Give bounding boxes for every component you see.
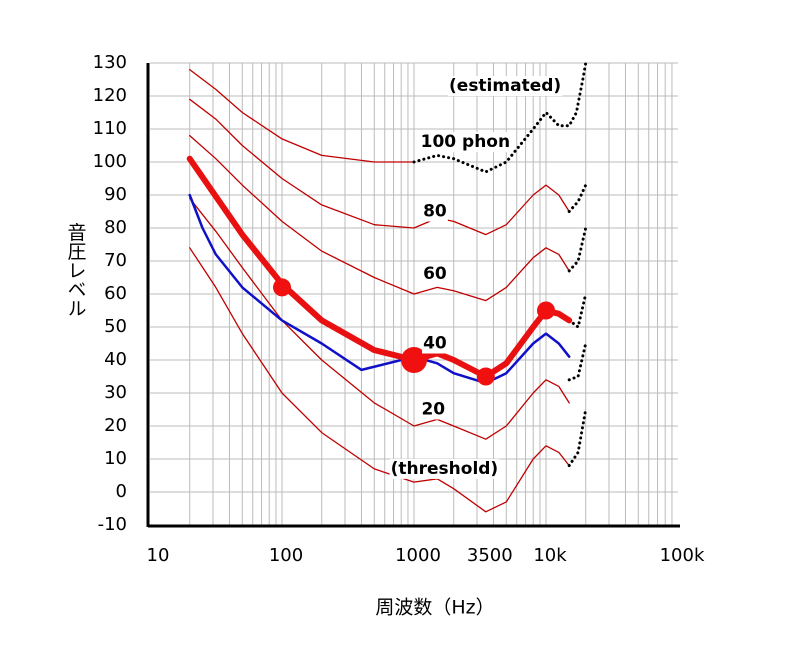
y-tick-label: 110 xyxy=(93,118,127,139)
annotation: 60 xyxy=(423,264,447,284)
curve xyxy=(186,155,573,380)
curve xyxy=(189,247,570,513)
curve xyxy=(567,292,588,329)
marker xyxy=(273,278,291,297)
annotation-bg xyxy=(422,201,448,222)
marker xyxy=(537,301,555,320)
marker xyxy=(401,347,427,373)
annotation: 40 xyxy=(423,334,447,354)
y-tick-label: 0 xyxy=(116,481,127,502)
y-tick-label: 120 xyxy=(93,85,127,106)
x-tick-label: 100 xyxy=(269,545,303,566)
y-tick-label: 10 xyxy=(104,448,127,469)
y-tick-label: 100 xyxy=(93,151,127,172)
y-tick-label: 90 xyxy=(104,184,127,205)
y-tick-label: 30 xyxy=(104,382,127,403)
axis-labels: 周波数（Hz） xyxy=(375,597,494,619)
curve xyxy=(189,134,570,302)
annotation-bg xyxy=(420,399,447,420)
marker xyxy=(476,367,495,386)
y-axis-label: 音圧レベル xyxy=(65,222,87,317)
y-tick-label: 20 xyxy=(104,415,127,436)
annotation: 100 phon xyxy=(421,132,510,152)
x-axis-label: 周波数（Hz） xyxy=(375,597,494,619)
y-tick-label: -10 xyxy=(98,514,127,535)
y-tick-label: 40 xyxy=(104,349,127,370)
x-tick-label: 100k xyxy=(660,545,705,566)
curve xyxy=(189,197,570,440)
x-tick-label: 1000 xyxy=(395,545,441,566)
annotation: (estimated) xyxy=(449,76,561,96)
x-tick-label: 10k xyxy=(533,545,567,566)
x-tick-label: 3500 xyxy=(467,545,513,566)
y-tick-label: 80 xyxy=(104,217,127,238)
annotation-bg xyxy=(419,132,512,153)
annotation: (threshold) xyxy=(391,459,499,479)
curve xyxy=(567,408,588,468)
curve xyxy=(567,183,588,213)
curve xyxy=(567,342,588,382)
y-tick-label: 60 xyxy=(104,283,127,304)
annotation: 80 xyxy=(423,202,447,222)
annotation-bg xyxy=(389,458,500,479)
curve xyxy=(189,68,415,163)
curve xyxy=(189,98,570,236)
annotation-bg xyxy=(422,333,448,354)
y-tick-label: 50 xyxy=(104,316,127,337)
y-tick-label: 70 xyxy=(104,250,127,271)
x-tick-label: 10 xyxy=(147,545,170,566)
annotation-bg xyxy=(448,76,563,97)
annotation: 20 xyxy=(421,400,445,420)
annotation-bg xyxy=(422,264,448,285)
curve xyxy=(567,226,588,273)
y-tick-label: 130 xyxy=(93,52,127,73)
